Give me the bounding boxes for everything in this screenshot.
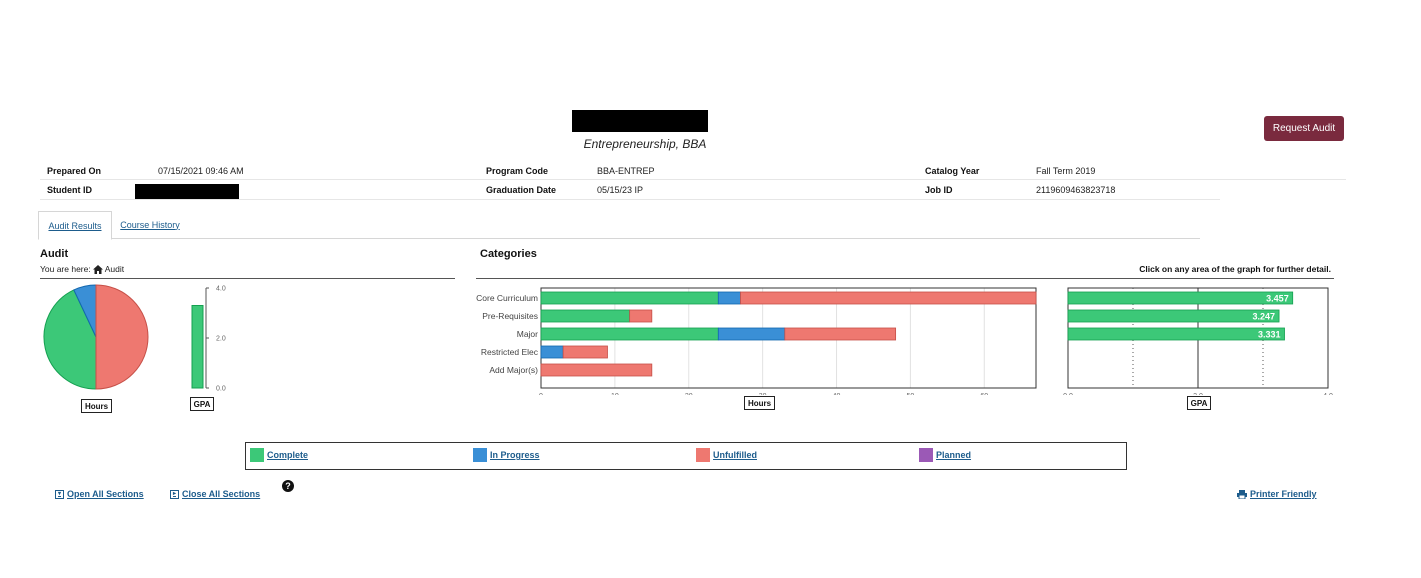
prepared-on-value: 07/15/2021 09:46 AM bbox=[158, 166, 244, 176]
gpa-bar-value-label: 3.331 bbox=[1258, 330, 1281, 340]
open-all-sections-link[interactable]: ▾ Open All Sections bbox=[55, 489, 144, 499]
overall-gpa-label: GPA bbox=[190, 397, 214, 411]
printer-icon bbox=[1237, 489, 1247, 499]
pie-slice-unfulfilled[interactable] bbox=[95, 284, 149, 390]
program-name: Entrepreneurship, BBA bbox=[583, 137, 707, 151]
legend bbox=[245, 442, 1127, 470]
legend-swatch-complete bbox=[250, 448, 264, 462]
hours-tick-label: 60 bbox=[980, 393, 988, 395]
hours-tick-label: 10 bbox=[611, 393, 619, 395]
hours-pie-chart[interactable] bbox=[40, 280, 152, 398]
category-label[interactable]: Core Curriculum bbox=[476, 293, 538, 303]
pie-slice-complete[interactable] bbox=[43, 289, 97, 390]
catalog-year-label: Catalog Year bbox=[925, 166, 980, 176]
category-gpa-axis-label: GPA bbox=[1187, 396, 1211, 410]
category-gpa-chart[interactable]: 0.0 2.0 4.0 3.457 3.247 3.331 bbox=[1062, 283, 1340, 395]
catalog-year-value: Fall Term 2019 bbox=[1036, 166, 1096, 176]
hours-tick-label: 30 bbox=[759, 393, 767, 395]
program-code-label: Program Code bbox=[486, 166, 549, 176]
category-label[interactable]: Major bbox=[517, 329, 538, 339]
categories-title: Categories bbox=[480, 248, 537, 260]
category-label[interactable]: Restricted Elec bbox=[481, 347, 539, 357]
hours-bar-core-curriculum-complete[interactable] bbox=[540, 291, 719, 305]
hours-bar-pre-requisites-unfulfilled[interactable] bbox=[629, 309, 653, 323]
tab-course-history[interactable]: Course History bbox=[120, 219, 180, 230]
printer-friendly-label[interactable]: Printer Friendly bbox=[1250, 489, 1317, 499]
legend-item-in-progress[interactable]: In Progress bbox=[473, 448, 540, 462]
gpa-bar-pre-requisites[interactable] bbox=[1067, 309, 1280, 323]
hours-bar-restricted-elec-in-progress[interactable] bbox=[540, 345, 564, 359]
info-divider-2 bbox=[40, 199, 1220, 200]
categories-divider bbox=[476, 278, 1334, 279]
hours-tick-label: 50 bbox=[907, 393, 915, 395]
legend-label-unfulfilled[interactable]: Unfulfilled bbox=[713, 450, 757, 460]
gpa-bar-major[interactable] bbox=[1067, 327, 1285, 341]
hours-bar-major-complete[interactable] bbox=[540, 327, 719, 341]
prepared-on-label: Prepared On bbox=[47, 166, 102, 176]
legend-label-planned[interactable]: Planned bbox=[936, 450, 972, 460]
printer-friendly-link[interactable]: Printer Friendly bbox=[1237, 489, 1317, 499]
legend-item-complete[interactable]: Complete bbox=[250, 448, 308, 462]
job-id-value: 2119609463823718 bbox=[1036, 185, 1116, 195]
gpa-category-tick-label: 4.0 bbox=[1323, 393, 1333, 395]
hours-pie-label: Hours bbox=[81, 399, 112, 413]
category-hours-chart[interactable]: 0 10 20 30 40 50 60 Core Curriculum Pre-Requisit… bbox=[470, 283, 1050, 395]
hours-tick-label: 40 bbox=[833, 393, 841, 395]
hours-bar-restricted-elec-unfulfilled[interactable] bbox=[562, 345, 608, 359]
legend-swatch-in-progress bbox=[473, 448, 487, 462]
redacted-student-name bbox=[572, 110, 708, 132]
hours-bar-core-curriculum-unfulfilled[interactable] bbox=[740, 291, 1037, 305]
category-hours-axis-label: Hours bbox=[744, 396, 775, 410]
tab-audit-results[interactable]: Audit Results bbox=[38, 211, 112, 240]
hours-bar-core-curriculum-in-progress[interactable] bbox=[717, 291, 741, 305]
hours-tick-label: 0 bbox=[539, 393, 543, 395]
gpa-tick-label: 0.0 bbox=[216, 386, 226, 393]
expand-icon: ▾ bbox=[55, 489, 64, 499]
request-audit-button[interactable]: Request Audit bbox=[1264, 116, 1344, 141]
home-icon bbox=[92, 264, 103, 274]
overall-gpa-chart[interactable]: 0.0 2.0 4.0 bbox=[180, 283, 240, 395]
gpa-category-tick-label: 2.0 bbox=[1193, 393, 1203, 395]
help-icon[interactable]: ? bbox=[282, 480, 294, 492]
legend-label-complete[interactable]: Complete bbox=[267, 450, 309, 460]
hours-tick-label: 20 bbox=[685, 393, 693, 395]
hours-bar-major-in-progress[interactable] bbox=[717, 327, 786, 341]
gpa-tick-label: 2.0 bbox=[216, 336, 226, 343]
audit-divider bbox=[40, 278, 455, 279]
info-divider-1 bbox=[40, 179, 1346, 180]
collapse-icon: ▸ bbox=[170, 489, 179, 499]
close-all-sections-link[interactable]: ▸ Close All Sections bbox=[170, 489, 260, 499]
gpa-tick-label: 4.0 bbox=[216, 286, 226, 293]
audit-title: Audit bbox=[40, 248, 69, 260]
job-id-label: Job ID bbox=[925, 185, 953, 195]
gpa-category-tick-label: 0.0 bbox=[1063, 393, 1073, 395]
close-all-sections-label[interactable]: Close All Sections bbox=[182, 489, 261, 499]
categories-hint: Click on any area of the graph for furth… bbox=[1139, 264, 1331, 274]
legend-label-in-progress[interactable]: In Progress bbox=[490, 450, 540, 460]
gpa-bar-value-label: 3.247 bbox=[1253, 312, 1276, 322]
legend-swatch-planned bbox=[919, 448, 933, 462]
hours-bar-pre-requisites-complete[interactable] bbox=[540, 309, 631, 323]
breadcrumb: You are here: Audit bbox=[40, 264, 124, 274]
redacted-student-id bbox=[135, 184, 239, 199]
category-label[interactable]: Add Major(s) bbox=[489, 365, 538, 375]
category-label[interactable]: Pre-Requisites bbox=[482, 311, 538, 321]
graduation-date-label: Graduation Date bbox=[486, 185, 557, 195]
legend-swatch-unfulfilled bbox=[696, 448, 710, 462]
hours-bar-add-major-s--unfulfilled[interactable] bbox=[540, 363, 653, 377]
legend-item-planned[interactable]: Planned bbox=[919, 448, 971, 462]
legend-item-unfulfilled[interactable]: Unfulfilled bbox=[696, 448, 757, 462]
open-all-sections-label[interactable]: Open All Sections bbox=[67, 489, 144, 499]
tabs-baseline bbox=[38, 238, 1200, 239]
breadcrumb-audit-link[interactable]: Audit bbox=[104, 264, 125, 274]
overall-gpa-bar[interactable] bbox=[191, 305, 204, 389]
student-id-label: Student ID bbox=[47, 185, 92, 195]
gpa-bar-value-label: 3.457 bbox=[1266, 294, 1289, 304]
hours-bar-major-unfulfilled[interactable] bbox=[784, 327, 897, 341]
graduation-date-value: 05/15/23 IP bbox=[597, 185, 644, 195]
program-code-value: BBA-ENTREP bbox=[597, 166, 655, 176]
gpa-bar-core-curriculum[interactable] bbox=[1067, 291, 1294, 305]
breadcrumb-prefix: You are here: bbox=[40, 264, 91, 274]
